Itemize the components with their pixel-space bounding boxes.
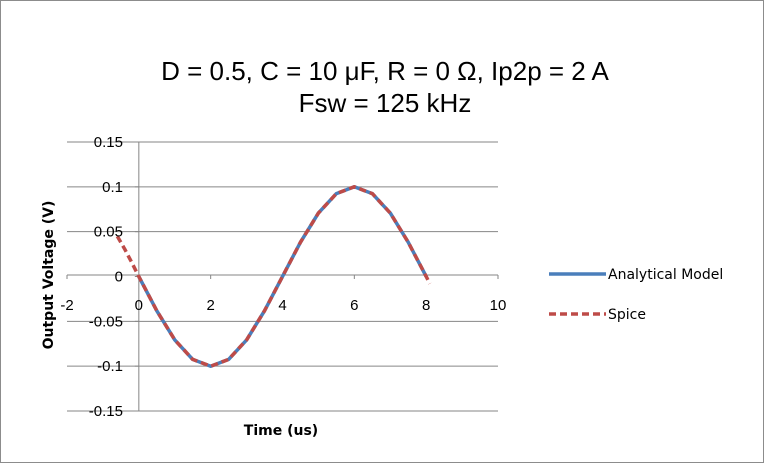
legend-entry: Spice bbox=[608, 307, 646, 323]
x-axis-title: Time (us) bbox=[244, 423, 318, 439]
legend: Analytical Model Spice bbox=[549, 267, 723, 323]
y-tick-label: -0.1 bbox=[97, 358, 123, 375]
chart-subtitle: Fsw = 125 kHz bbox=[299, 88, 472, 118]
x-tick-label: 0 bbox=[135, 297, 143, 314]
y-tick-label: 0.15 bbox=[94, 134, 123, 151]
y-axis-title: Output Voltage (V) bbox=[41, 201, 57, 350]
series-lines bbox=[115, 185, 432, 368]
x-tick-label: 2 bbox=[206, 297, 214, 314]
y-tick-label: 0.05 bbox=[94, 224, 123, 241]
y-tick-label: 0.1 bbox=[102, 179, 123, 196]
y-tick-label: -0.15 bbox=[89, 403, 123, 420]
x-tick-label: -2 bbox=[60, 297, 73, 314]
chart-title: D = 0.5, C = 10 μF, R = 0 Ω, Ip2p = 2 A bbox=[161, 56, 609, 86]
x-tick-label: 10 bbox=[490, 297, 507, 314]
series-line bbox=[115, 185, 432, 368]
x-tick-label: 6 bbox=[350, 297, 358, 314]
legend-entry: Analytical Model bbox=[608, 267, 723, 283]
x-tick-label: 8 bbox=[422, 297, 430, 314]
x-tick-label: 4 bbox=[278, 297, 286, 314]
series-line bbox=[137, 185, 428, 368]
y-tick-label: -0.05 bbox=[89, 313, 123, 330]
tick-labels: 0.15 0.1 0.05 0 -0.05 -0.1 -0.15 -2 0 2 4 6 8 10 bbox=[60, 134, 506, 420]
y-tick-label: 0 bbox=[115, 269, 123, 286]
